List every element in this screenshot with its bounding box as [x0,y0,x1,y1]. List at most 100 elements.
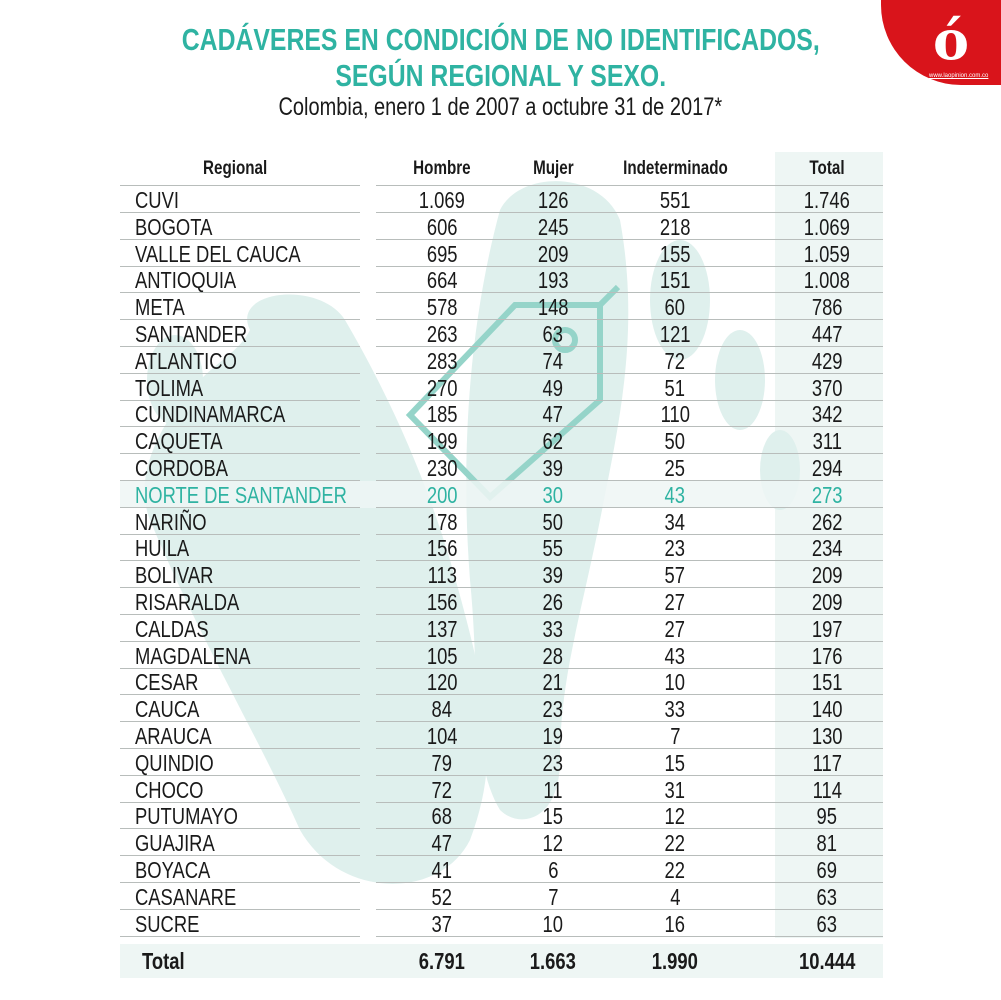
cell-indeterminado: 15 [664,749,686,776]
table-row: ANTIOQUIA 664 193 151 1.008 [120,266,883,294]
cell-regional: CASANARE [135,883,237,910]
right-toe-2 [715,330,765,430]
cell-regional: CHOCO [135,776,204,803]
cell-mujer: 33 [542,615,564,642]
total-hombre: 6.791 [418,948,466,974]
cell-indeterminado: 43 [664,481,686,508]
cell-mujer: 12 [542,830,564,857]
cell-mujer: 74 [542,347,564,374]
header-indeterminado: Indeterminado [622,158,728,179]
cell-hombre: 104 [426,723,458,749]
header-total: Total [809,158,845,179]
cell-regional: NORTE DE SANTANDER [135,481,347,508]
cell-mujer: 47 [542,401,564,428]
table-row: CHOCO 72 11 31 114 [120,776,883,803]
cell-hombre: 230 [426,455,458,481]
cell-total: 447 [811,321,843,347]
cell-indeterminado: 51 [664,374,686,401]
cell-total: 130 [811,723,843,749]
cell-total: 1.059 [803,240,851,267]
cell-mujer: 39 [542,562,564,589]
cell-mujer: 23 [542,749,564,776]
cell-indeterminado: 50 [664,428,686,455]
cell-total: 151 [811,669,843,696]
cell-indeterminado: 155 [659,240,691,267]
cell-regional: HUILA [135,535,190,562]
cell-regional: BOGOTA [135,213,213,240]
table-row: SUCRE 37 10 16 63 [120,910,883,937]
cell-mujer: 26 [542,589,564,615]
cell-regional: RISARALDA [135,589,240,615]
table-row: TOLIMA 270 49 51 370 [120,374,883,401]
cell-mujer: 55 [542,535,564,562]
cell-hombre: 47 [431,830,453,857]
cell-regional: CAUCA [135,696,200,723]
cell-indeterminado: 33 [664,696,686,723]
cell-hombre: 52 [431,883,453,910]
total-column-background [775,152,883,938]
cell-total: 1.746 [803,187,851,213]
table-row: MAGDALENA 105 28 43 176 [120,642,883,669]
cell-regional: QUINDIO [135,749,214,776]
cell-indeterminado: 218 [659,213,691,240]
cell-regional: TOLIMA [135,374,204,401]
cell-regional: ANTIOQUIA [135,267,237,294]
cell-indeterminado: 7 [669,723,681,749]
cell-total: 234 [811,535,843,562]
cell-regional: GUAJIRA [135,830,215,857]
cell-total: 95 [816,803,838,830]
cell-mujer: 62 [542,428,564,455]
cell-regional: CALDAS [135,615,209,642]
cell-indeterminado: 22 [664,830,686,857]
cell-indeterminado: 551 [659,187,691,213]
cell-hombre: 120 [426,669,458,696]
cell-hombre: 185 [426,401,458,428]
header-hombre: Hombre [413,158,471,179]
cell-total: 197 [811,615,843,642]
cell-mujer: 209 [537,240,569,267]
table-row: VALLE DEL CAUCA 695 209 155 1.059 [120,240,883,267]
cell-hombre: 113 [427,562,457,589]
cell-hombre: 695 [426,240,458,267]
cell-mujer: 50 [542,508,564,535]
cell-total: 429 [811,347,843,374]
cell-indeterminado: 27 [664,589,686,615]
cell-hombre: 200 [426,481,458,508]
header-underline [120,159,883,186]
subtitle-text: Colombia, enero 1 de 2007 a octubre 31 d… [278,93,723,121]
table-row: CAQUETA 199 62 50 311 [120,427,883,455]
cell-indeterminado: 43 [664,642,686,669]
cell-mujer: 19 [542,723,564,749]
cell-mujer: 49 [542,374,564,401]
cell-total: 63 [816,883,838,910]
cell-indeterminado: 151 [659,267,691,294]
cell-regional: ATLANTICO [135,347,237,374]
cell-indeterminado: 22 [664,857,686,883]
right-toe-1 [650,240,710,360]
cell-mujer: 245 [537,213,569,240]
table-row: CALDAS 137 33 27 197 [120,615,883,642]
cell-hombre: 72 [431,776,453,803]
cell-total: 370 [811,374,843,401]
cell-regional: SANTANDER [135,321,248,347]
cell-hombre: 68 [431,803,453,830]
cell-regional: MAGDALENA [135,642,251,669]
cell-regional: BOYACA [135,857,211,883]
cell-hombre: 578 [426,294,458,321]
cell-total: 1.008 [803,267,851,294]
cell-regional: VALLE DEL CAUCA [135,240,301,267]
cell-total: 273 [811,481,843,508]
subtitle: Colombia, enero 1 de 2007 a octubre 31 d… [0,93,1001,122]
cell-regional: ARAUCA [135,723,212,749]
cell-total: 63 [816,910,838,937]
header-regional: Regional [202,158,268,179]
cell-hombre: 37 [431,910,453,937]
table-row: CESAR 120 21 10 151 [120,668,883,696]
cell-hombre: 178 [426,508,458,535]
cell-hombre: 105 [426,642,458,669]
table-row: NARIÑO 178 50 34 262 [120,508,883,535]
table-row: RISARALDA 156 26 27 209 [120,588,883,615]
cell-total: 262 [811,508,843,535]
table-row: BOLIVAR 113 39 57 209 [120,561,883,589]
header-mujer: Mujer [532,158,574,179]
